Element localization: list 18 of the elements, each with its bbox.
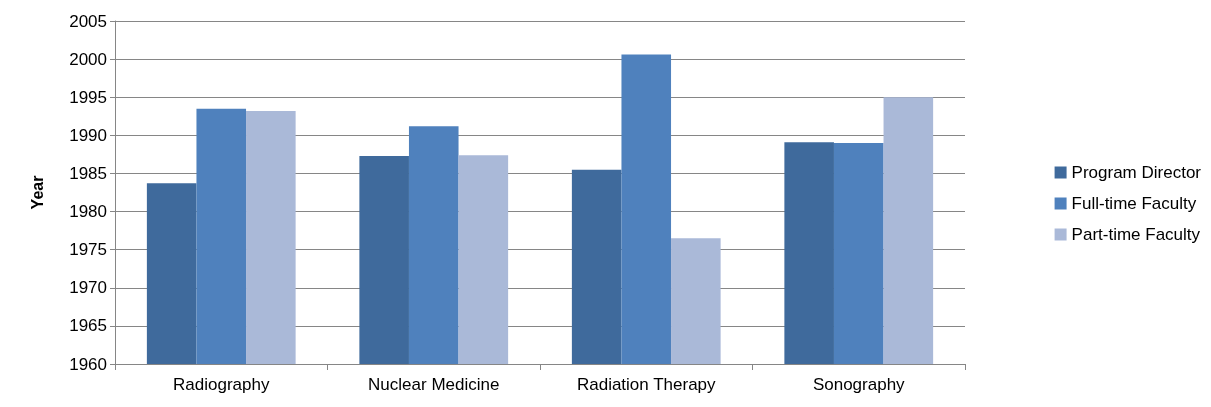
legend-label: Part-time Faculty bbox=[1071, 225, 1201, 244]
y-tick-label: 1980 bbox=[69, 202, 107, 222]
y-tick-label: 2005 bbox=[69, 11, 107, 31]
x-tick-label: Radiation Therapy bbox=[576, 375, 717, 394]
legend-label: Full-time Faculty bbox=[1071, 194, 1197, 213]
x-tick-label: Radiography bbox=[173, 375, 270, 394]
y-tick-label: 1990 bbox=[69, 125, 107, 145]
legend-label: Program Director bbox=[1071, 163, 1202, 182]
y-tick-label: 2000 bbox=[69, 49, 107, 69]
x-tick-label: Sonography bbox=[812, 375, 906, 394]
y-tick-label: 1960 bbox=[69, 354, 107, 374]
y-axis-title: Year bbox=[28, 175, 46, 210]
y-tick-label: 1995 bbox=[69, 87, 107, 107]
y-tick-label: 1965 bbox=[69, 316, 107, 336]
y-tick-label: 1975 bbox=[69, 240, 107, 260]
x-tick-label: Nuclear Medicine bbox=[368, 375, 500, 394]
y-tick-label: 1985 bbox=[69, 163, 107, 183]
y-tick-label: 1970 bbox=[69, 278, 107, 298]
